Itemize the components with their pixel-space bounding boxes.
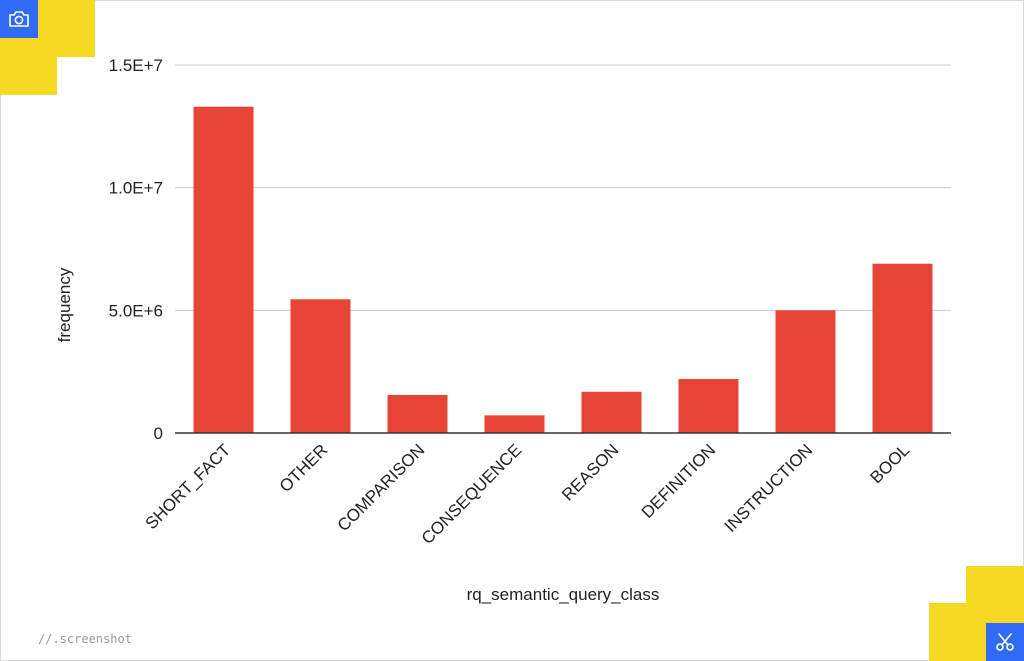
bar xyxy=(872,263,933,433)
y-axis-title: frequency xyxy=(55,267,74,342)
x-tick-label: OTHER xyxy=(276,440,332,496)
camera-button[interactable] xyxy=(0,0,38,38)
y-tick-labels: 0 5.0E+6 1.0E+7 1.5E+7 xyxy=(109,56,163,443)
bar xyxy=(678,379,739,433)
x-tick-label: CONSEQUENCE xyxy=(418,440,526,548)
bar xyxy=(484,415,545,433)
camera-icon xyxy=(9,11,29,27)
bar xyxy=(387,394,448,433)
gridlines xyxy=(175,64,951,311)
x-tick-label: REASON xyxy=(558,440,622,504)
y-tick-label: 0 xyxy=(154,424,163,443)
bars xyxy=(193,106,933,433)
scissors-button[interactable] xyxy=(986,623,1024,661)
y-tick-label: 1.0E+7 xyxy=(109,179,163,198)
scissors-icon xyxy=(996,633,1014,651)
y-tick-label: 1.5E+7 xyxy=(109,56,163,75)
bar xyxy=(193,106,254,433)
bar xyxy=(581,391,642,433)
watermark-text: //.screenshot xyxy=(38,632,132,646)
x-tick-label: DEFINITION xyxy=(638,440,720,522)
x-tick-label: INSTRUCTION xyxy=(721,440,817,536)
x-tick-label: BOOL xyxy=(866,440,913,487)
bar xyxy=(290,299,351,433)
x-tick-label: SHORT_FACT xyxy=(142,440,235,533)
x-axis-title: rq_semantic_query_class xyxy=(467,585,660,604)
bar xyxy=(775,310,836,433)
x-tick-label: COMPARISON xyxy=(334,440,429,535)
y-tick-label: 5.0E+6 xyxy=(109,301,163,320)
